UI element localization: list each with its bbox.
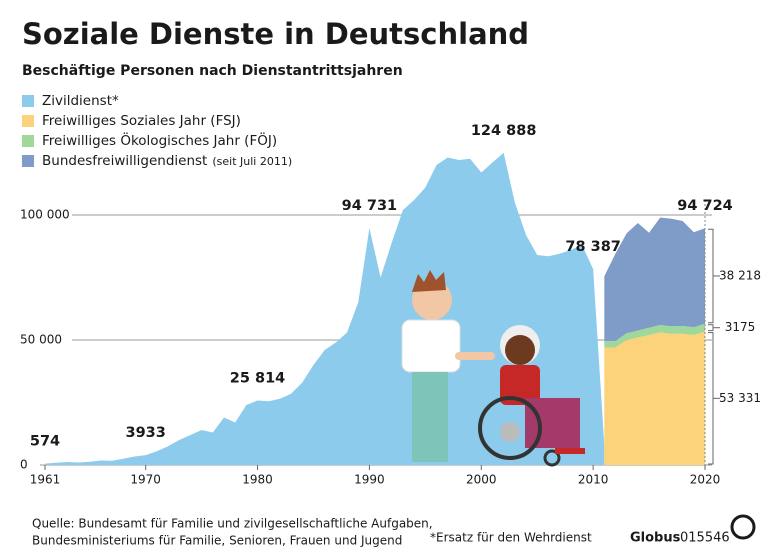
legend-note: (seit Juli 2011) bbox=[212, 155, 292, 168]
legend-label: Zivildienst* bbox=[42, 93, 119, 109]
annotation: 94 731 bbox=[342, 198, 398, 214]
x-tick-label: 1970 bbox=[130, 473, 161, 487]
x-tick-label: 1961 bbox=[30, 473, 61, 487]
legend-label: Freiwilliges Soziales Jahr (FSJ) bbox=[42, 113, 241, 129]
annotation: 94 724 bbox=[677, 198, 733, 214]
x-tick-label: 1980 bbox=[242, 473, 273, 487]
x-tick-label: 2010 bbox=[578, 473, 609, 487]
area bbox=[604, 331, 705, 465]
area bbox=[45, 152, 605, 465]
area bbox=[604, 323, 705, 348]
end-label: 38 218 bbox=[719, 268, 761, 282]
source-line: Bundesministeriums für Familie, Senioren… bbox=[32, 534, 402, 548]
logo bbox=[730, 514, 756, 540]
legend-label: Freiwilliges Ökologisches Jahr (FÖJ) bbox=[42, 131, 277, 149]
x-tick-label: 1990 bbox=[354, 473, 385, 487]
annotation: 25 814 bbox=[230, 370, 286, 386]
legend-swatch bbox=[22, 95, 34, 107]
y-tick-label: 0 bbox=[20, 458, 28, 472]
source-line: Quelle: Bundesamt für Familie und zivilg… bbox=[32, 517, 433, 531]
x-tick-label: 2000 bbox=[466, 473, 497, 487]
y-tick-label: 100 000 bbox=[20, 208, 70, 222]
annotation: 3933 bbox=[125, 425, 165, 441]
chart-subtitle: Beschäftige Personen nach Dienstantritts… bbox=[22, 63, 403, 79]
end-label: 3175 bbox=[725, 320, 756, 334]
plot: Zivildienst* Freiwilliges Soziales Jahr (… bbox=[20, 93, 761, 487]
annotation: 78 387 bbox=[565, 239, 621, 255]
publisher: Globus bbox=[630, 531, 681, 546]
illustration bbox=[401, 270, 585, 467]
legend-swatch bbox=[22, 135, 34, 147]
legend-label: Bundesfreiwilligendienst bbox=[42, 153, 207, 169]
y-tick-label: 50 000 bbox=[20, 333, 62, 347]
footnote: *Ersatz für den Wehrdienst bbox=[430, 531, 592, 545]
area bbox=[604, 217, 705, 342]
legend-swatch bbox=[22, 155, 34, 167]
annotation: 124 888 bbox=[471, 123, 537, 139]
annotation: 574 bbox=[30, 434, 60, 450]
legend-swatch bbox=[22, 115, 34, 127]
end-label: 53 331 bbox=[719, 391, 761, 405]
chart-title: Soziale Dienste in Deutschland bbox=[22, 17, 529, 51]
x-tick-label: 2020 bbox=[690, 473, 721, 487]
code: 015546 bbox=[680, 531, 730, 546]
